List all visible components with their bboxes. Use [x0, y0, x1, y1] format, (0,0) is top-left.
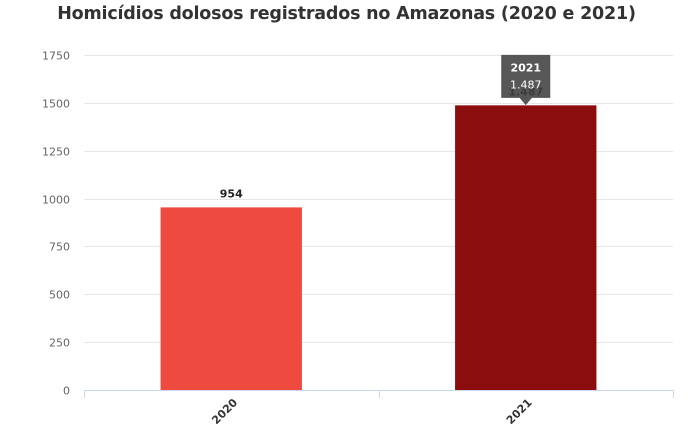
x-axis-tick-labels: 2020 2021 — [209, 396, 534, 427]
y-tick-label: 250 — [49, 337, 70, 350]
y-tick-label: 1250 — [42, 146, 70, 159]
bars — [160, 105, 597, 391]
bar-2021[interactable] — [455, 105, 597, 391]
data-label-2020: 954 — [220, 187, 243, 200]
y-axis-tick-labels: 0 250 500 750 1000 1250 1500 1750 — [42, 50, 70, 398]
tooltip-value: 1.487 — [510, 78, 542, 91]
y-tick-label: 1500 — [42, 98, 70, 111]
y-tick-label: 1750 — [42, 50, 70, 63]
y-tick-label: 500 — [49, 289, 70, 302]
y-tick-label: 1000 — [42, 194, 70, 207]
x-tick-label-2021: 2021 — [504, 396, 535, 427]
bar-2020[interactable] — [160, 207, 302, 390]
tooltip-category: 2021 — [510, 61, 541, 74]
y-tick-label: 750 — [49, 241, 70, 254]
tooltip-box — [501, 54, 551, 106]
x-tick-label-2020: 2020 — [209, 396, 240, 427]
chart-title: Homicídios dolosos registrados no Amazon… — [57, 4, 636, 24]
x-axis — [84, 390, 674, 398]
y-tick-label: 0 — [63, 385, 70, 398]
tooltip: 2021 1.487 — [501, 54, 551, 106]
